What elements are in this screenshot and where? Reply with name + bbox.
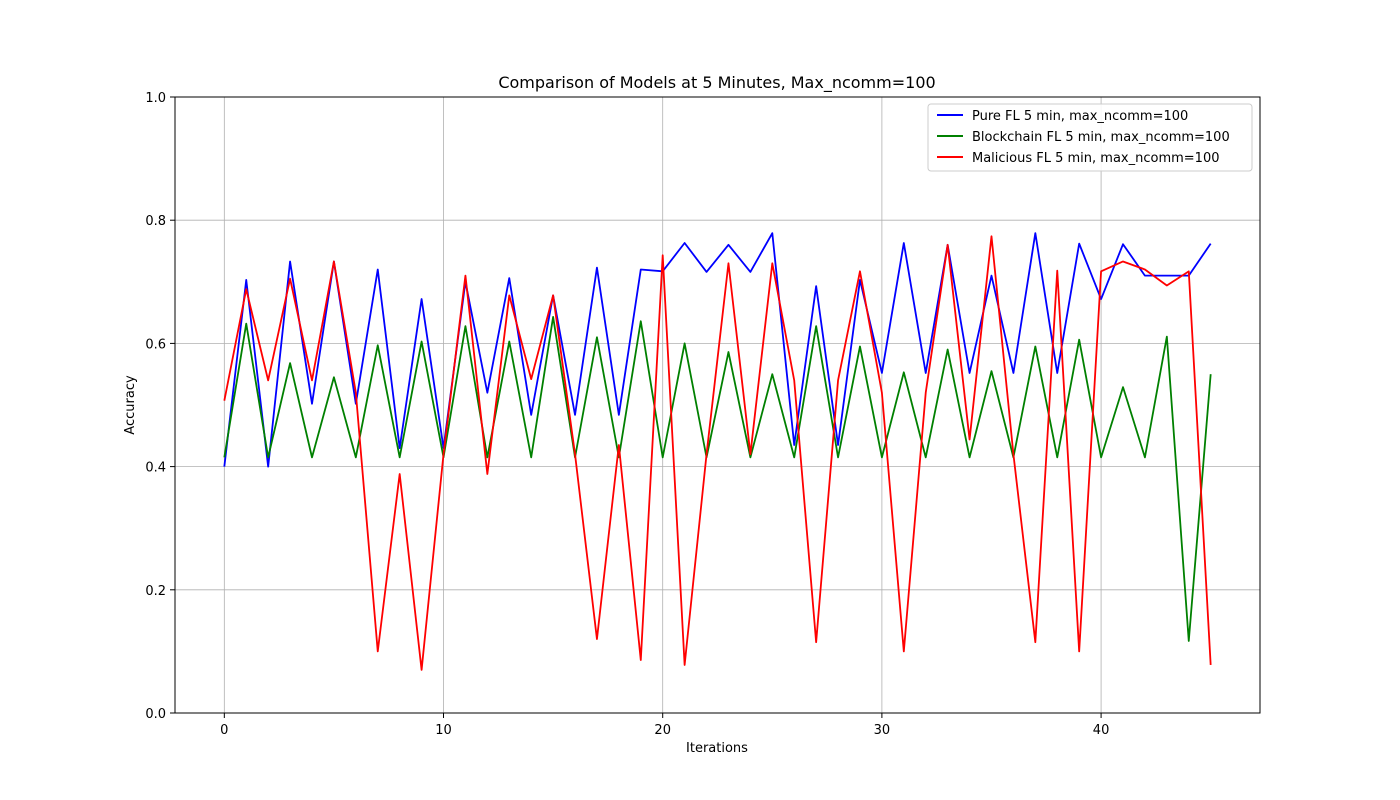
x-tick-label-2: 20 xyxy=(654,723,671,738)
y-tick-label-3: 0.6 xyxy=(145,337,166,352)
x-tick-label-4: 40 xyxy=(1093,723,1110,738)
x-tick-label-3: 30 xyxy=(874,723,891,738)
series-line-1 xyxy=(223,316,1212,642)
y-tick-label-1: 0.2 xyxy=(145,584,166,599)
y-tick-label-2: 0.4 xyxy=(145,461,166,476)
series-line-2 xyxy=(223,235,1212,671)
y-tick-label-5: 1.0 xyxy=(145,91,166,106)
y-axis-ticks: 0.0 0.2 0.4 0.6 0.8 1.0 xyxy=(145,91,175,722)
x-tick-label-1: 10 xyxy=(435,723,452,738)
y-tick-label-0: 0.0 xyxy=(145,707,166,722)
series-line-0 xyxy=(223,232,1212,468)
x-tick-label-0: 0 xyxy=(220,723,228,738)
chart-title: Comparison of Models at 5 Minutes, Max_n… xyxy=(498,73,935,93)
plot-area-frame xyxy=(174,96,1261,714)
legend-box xyxy=(927,103,1253,172)
legend-label-2: Malicious FL 5 min, max_ncomm=100 xyxy=(972,151,1220,166)
legend-label-1: Blockchain FL 5 min, max_ncomm=100 xyxy=(972,130,1230,145)
legend-label-0: Pure FL 5 min, max_ncomm=100 xyxy=(972,109,1188,124)
y-tick-label-4: 0.8 xyxy=(145,214,166,229)
legend: Pure FL 5 min, max_ncomm=100 Blockchain F… xyxy=(927,103,1253,172)
series-lines xyxy=(223,232,1212,671)
x-axis-label: Iterations xyxy=(686,741,748,756)
x-axis-ticks: 0 10 20 30 40 xyxy=(220,713,1109,738)
y-axis-label: Accuracy xyxy=(123,375,138,435)
